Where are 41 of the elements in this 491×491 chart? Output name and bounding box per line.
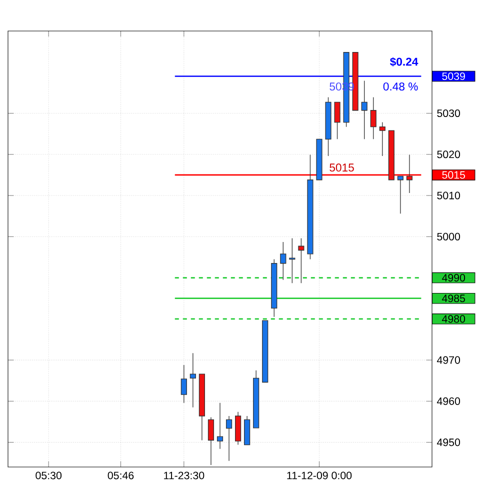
candlestick	[180, 364, 187, 404]
annotation: 0.48 %	[383, 82, 418, 91]
candlestick	[226, 416, 232, 462]
candlestick	[406, 154, 412, 194]
candlestick	[190, 352, 196, 408]
x-tick-label: 05:46	[108, 472, 134, 480]
candlestick	[379, 122, 386, 156]
x-tick-label: 11-12-09 0:00	[287, 472, 352, 480]
ref-line-label: 4985	[442, 294, 466, 302]
y-tick-label: 4950	[436, 438, 460, 446]
candlestick	[280, 242, 286, 280]
candlestick	[271, 258, 278, 318]
candlestick	[316, 138, 322, 180]
candlestick	[244, 416, 250, 446]
y-tick-label: 4970	[436, 356, 460, 364]
candlestick	[307, 154, 314, 260]
candlestick	[253, 370, 260, 428]
candlestick	[334, 102, 340, 140]
ref-line-label: 4990	[442, 274, 466, 282]
annotation: 5015	[330, 164, 354, 172]
y-tick-label: 5010	[437, 192, 460, 200]
ref-line-label: 5015	[442, 171, 466, 179]
y-tick-label: 5020	[437, 150, 460, 158]
ref-line-label: 4980	[442, 315, 466, 323]
candlestick	[208, 416, 214, 466]
candlestick	[397, 176, 404, 214]
candlestick	[198, 374, 206, 441]
candlestick	[325, 96, 332, 156]
candlestick	[262, 320, 268, 383]
candlestick	[352, 52, 358, 111]
x-tick-label: 11-23:30	[164, 472, 204, 480]
ref-line-label: 5039	[442, 72, 465, 80]
candlestick	[235, 412, 242, 446]
y-tick-label: 4960	[436, 397, 460, 405]
y-tick-label: 5030	[437, 109, 460, 118]
annotation: $0.24	[390, 57, 418, 66]
y-tick-label: 5000	[437, 232, 460, 240]
x-tick-label: 05:30	[36, 472, 62, 480]
candlestick	[370, 96, 376, 140]
candlestick	[388, 130, 394, 180]
candlestick	[216, 402, 224, 450]
